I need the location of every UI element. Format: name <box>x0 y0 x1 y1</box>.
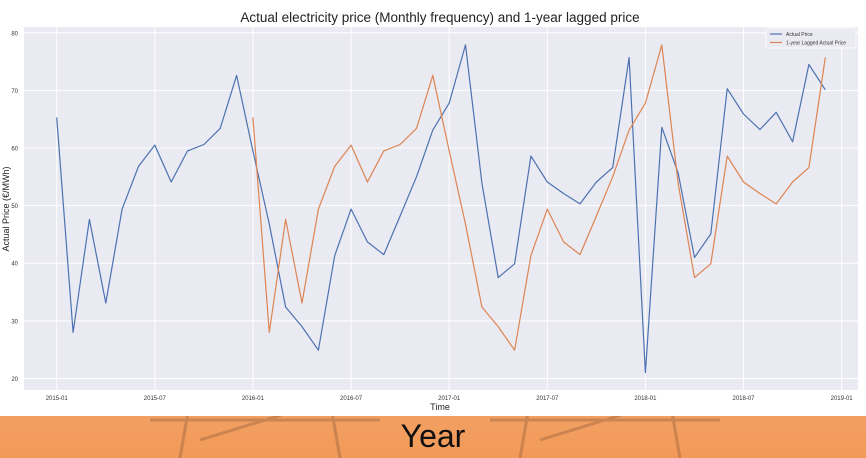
y-tick-label: 40 <box>11 262 18 268</box>
y-tick-label: 50 <box>11 204 18 210</box>
legend: Actual Price 1-year Lagged Actual Price <box>765 27 857 49</box>
plot-area <box>24 27 858 390</box>
x-tick-label: 2016-01 <box>242 396 265 402</box>
y-tick-label: 80 <box>11 31 18 37</box>
legend-box <box>765 27 857 49</box>
x-tick-label: 2017-07 <box>536 396 559 402</box>
x-tick-label: 2016-07 <box>340 396 363 402</box>
x-tick-label: 2019-01 <box>831 396 854 402</box>
legend-label: 1-year Lagged Actual Price <box>786 41 846 47</box>
slide-caption: Year <box>400 418 466 454</box>
x-tick-label: 2015-01 <box>46 396 69 402</box>
series-line-1 <box>56 44 826 374</box>
line-chart: 20 30 40 50 60 70 80 2015-01 2015-07 2016-01 2016-… <box>1 10 858 412</box>
chart-title: Actual electricity price (Monthly freque… <box>240 10 639 25</box>
series-line-2 <box>252 44 826 351</box>
y-tick-label: 70 <box>11 89 18 95</box>
x-tick-label: 2017-01 <box>438 396 461 402</box>
x-tick-label: 2018-07 <box>733 396 756 402</box>
legend-label: Actual Price <box>786 32 813 38</box>
series-layer <box>56 44 826 374</box>
x-axis-label: Time <box>430 402 450 412</box>
y-tick-label: 20 <box>11 377 18 383</box>
x-tick-label: 2015-07 <box>144 396 167 402</box>
y-tick-label: 30 <box>11 319 18 325</box>
x-tick-label: 2018-01 <box>634 396 657 402</box>
y-tick-label: 60 <box>11 147 18 153</box>
y-axis-label: Actual Price (€/MWh) <box>1 166 11 251</box>
tick-labels: 20 30 40 50 60 70 80 2015-01 2015-07 2016-01 2016-… <box>11 31 853 402</box>
grid-lines <box>24 27 858 390</box>
